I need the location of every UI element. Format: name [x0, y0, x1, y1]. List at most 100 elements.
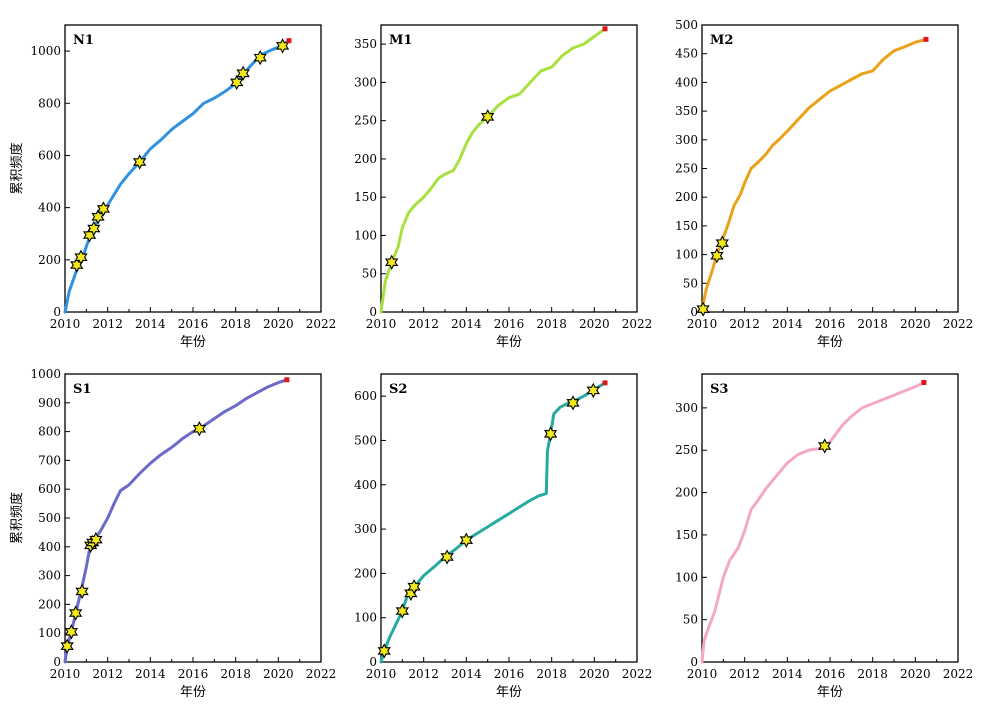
series-line: [63, 39, 291, 314]
y-tick-label: 400: [354, 478, 377, 492]
star-marker: [696, 301, 710, 317]
y-tick-label: 0: [53, 655, 61, 669]
y-tick-label: 800: [38, 96, 61, 110]
x-tick-label: 2014: [135, 317, 166, 331]
endpoint-marker: [923, 36, 929, 42]
x-tick-label: 2022: [306, 317, 337, 331]
x-tick-label: 2016: [815, 667, 846, 681]
y-tick-label: 700: [38, 453, 61, 467]
panel-label: S3: [710, 382, 728, 397]
y-tick-label: 0: [369, 655, 377, 669]
x-tick-label: 2018: [220, 317, 251, 331]
y-tick-label: 100: [675, 570, 698, 584]
endpoint-marker: [284, 377, 290, 383]
x-tick-label: 2016: [494, 667, 525, 681]
y-tick-label: 500: [675, 18, 698, 32]
y-tick-label: 0: [690, 655, 698, 669]
x-tick-label: 2014: [451, 317, 482, 331]
series-line: [379, 27, 607, 314]
y-tick-label: 150: [675, 219, 698, 233]
y-tick-label: 300: [38, 569, 61, 583]
star-marker: [60, 638, 74, 654]
series-line: [700, 381, 926, 664]
star-marker: [377, 643, 391, 659]
y-tick-label: 100: [354, 611, 377, 625]
star-marker: [407, 579, 421, 595]
y-tick-label: 200: [675, 190, 698, 204]
x-tick-label: 2020: [579, 317, 610, 331]
y-tick-label: 100: [675, 248, 698, 262]
y-tick-label: 400: [675, 75, 698, 89]
x-tick-label: 2010: [366, 317, 397, 331]
y-tick-label: 250: [354, 114, 377, 128]
y-tick-label: 600: [38, 482, 61, 496]
y-tick-label: 900: [38, 396, 61, 410]
x-tick-label: 2012: [408, 317, 439, 331]
y-tick-label: 350: [675, 104, 698, 118]
chart-panel-s1: 2010 2012 2014 2016 2018 2020 2022 0 100 200 300 40…: [9, 367, 336, 700]
x-tick-label: 2022: [943, 317, 974, 331]
x-axis-title: 年份: [180, 685, 206, 700]
x-tick-label: 2020: [900, 317, 931, 331]
y-tick-label: 250: [675, 443, 698, 457]
x-tick-label: 2012: [729, 317, 760, 331]
star-marker: [132, 154, 147, 170]
y-tick-label: 300: [354, 522, 377, 536]
star-marker: [64, 624, 79, 640]
endpoint-marker: [602, 380, 608, 386]
x-tick-label: 2010: [687, 667, 718, 681]
x-axis-title: 年份: [180, 335, 206, 350]
star-marker: [480, 109, 495, 125]
x-tick-label: 2018: [536, 667, 567, 681]
y-tick-label: 300: [675, 401, 698, 415]
chart-panel-s2: 2010 2012 2014 2016 2018 2020 2022 0 100 200 300 40…: [354, 373, 653, 700]
star-marker: [74, 249, 88, 265]
y-tick-label: 300: [354, 75, 377, 89]
plot-frame: [701, 24, 959, 313]
y-tick-label: 500: [354, 433, 377, 447]
y-tick-label: 0: [369, 305, 377, 319]
x-tick-label: 2020: [263, 667, 294, 681]
plot-frame: [380, 373, 638, 663]
x-axis-title: 年份: [496, 685, 522, 700]
y-tick-label: 200: [354, 152, 377, 166]
y-tick-label: 600: [38, 148, 61, 162]
x-tick-label: 2014: [772, 317, 803, 331]
y-tick-label: 450: [675, 47, 698, 61]
x-tick-label: 2022: [622, 667, 653, 681]
panel-label: N1: [73, 33, 94, 48]
y-tick-label: 1000: [30, 367, 61, 381]
y-tick-label: 50: [683, 613, 698, 627]
endpoint-marker: [286, 38, 292, 44]
star-marker: [440, 549, 454, 565]
y-tick-label: 100: [354, 228, 377, 242]
star-marker: [253, 49, 267, 66]
series-line: [700, 37, 928, 311]
star-marker: [566, 395, 580, 411]
chart-panel-n1: 2010 2012 2014 2016 2018 2020 2022 0 200 400 600 80…: [9, 24, 337, 350]
x-tick-label: 2016: [815, 317, 846, 331]
x-axis-title: 年份: [817, 685, 843, 700]
y-tick-label: 50: [362, 267, 377, 281]
y-tick-label: 200: [675, 486, 698, 500]
star-marker: [817, 438, 832, 454]
x-tick-label: 2010: [687, 317, 718, 331]
x-tick-label: 2018: [857, 317, 888, 331]
y-tick-label: 200: [354, 566, 377, 580]
x-tick-label: 2022: [306, 667, 337, 681]
y-tick-label: 800: [38, 425, 61, 439]
x-tick-label: 2014: [772, 667, 803, 681]
star-marker: [236, 65, 250, 81]
endpoint-marker: [602, 26, 608, 32]
x-tick-label: 2022: [622, 317, 653, 331]
x-tick-label: 2022: [943, 667, 974, 681]
y-tick-label: 200: [38, 597, 61, 611]
chart-panel-s3: 2010 2012 2014 2016 2018 2020 2022 0 50 100 150 200…: [675, 373, 974, 700]
star-marker: [395, 603, 410, 619]
x-axis-title: 年份: [817, 335, 843, 350]
y-tick-label: 200: [38, 253, 61, 267]
star-marker: [89, 531, 103, 548]
chart-panel-m1: 2010 2012 2014 2016 2018 2020 2022 0 50 100 150 200…: [354, 24, 653, 350]
plot-frame: [64, 24, 322, 313]
